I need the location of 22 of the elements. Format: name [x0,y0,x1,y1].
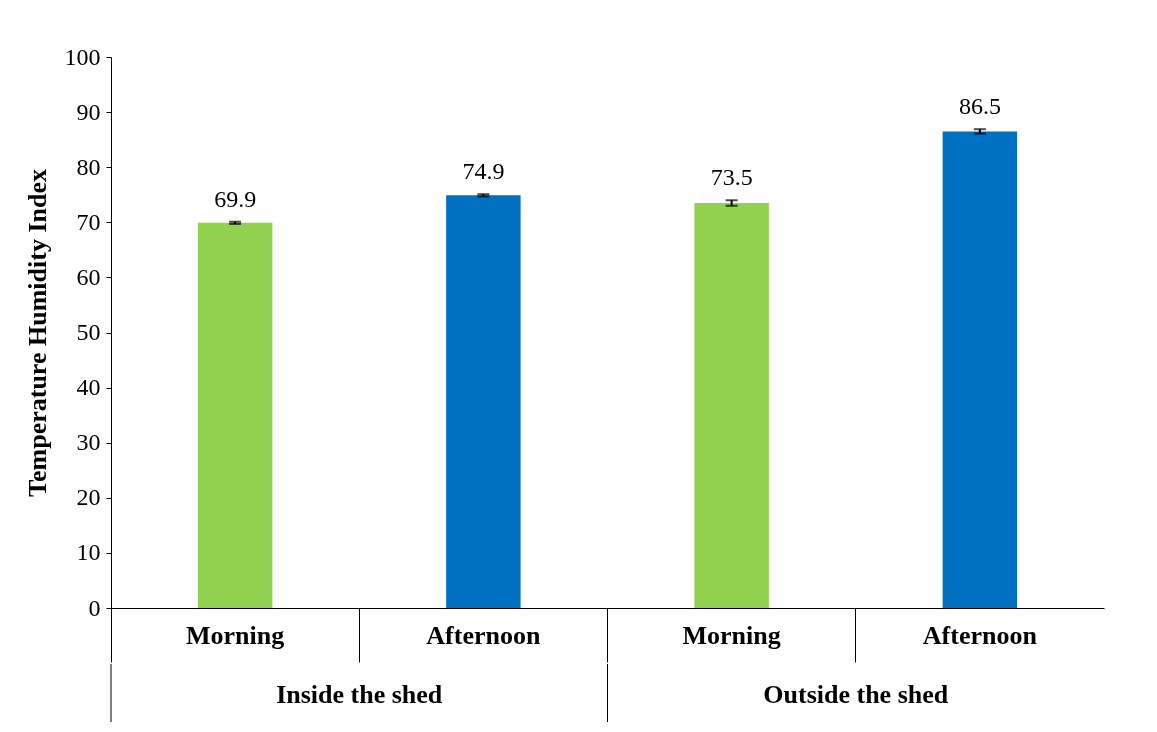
y-tick-label: 20 [76,484,101,511]
data-label: 86.5 [958,93,1001,120]
data-label: 69.9 [214,185,257,212]
y-tick-label: 90 [76,98,101,125]
y-tick-label: 80 [76,153,101,180]
y-tick-label: 50 [76,319,101,345]
y-tick-label: 10 [76,539,101,566]
y-tick-label: 70 [76,208,101,235]
y-tick-label: 40 [76,374,101,401]
data-label: 74.9 [462,158,505,185]
x-tick-label: Morning [682,620,781,650]
x-tick-label: Afternoon [922,620,1038,650]
x-tick-label: Morning [186,620,285,650]
x-tick-label: Afternoon [426,620,541,650]
text: Outside the shed [763,680,949,709]
y-tick-label: 0 [88,594,101,621]
y-tick-label: 30 [76,429,101,456]
text: Inside the shed [276,680,443,709]
y-axis-title: Temperature Humidity Index [22,169,52,497]
y-tick-label: 60 [76,263,101,290]
y-tick-label: 100 [64,43,101,70]
data-label: 73.5 [710,164,753,191]
